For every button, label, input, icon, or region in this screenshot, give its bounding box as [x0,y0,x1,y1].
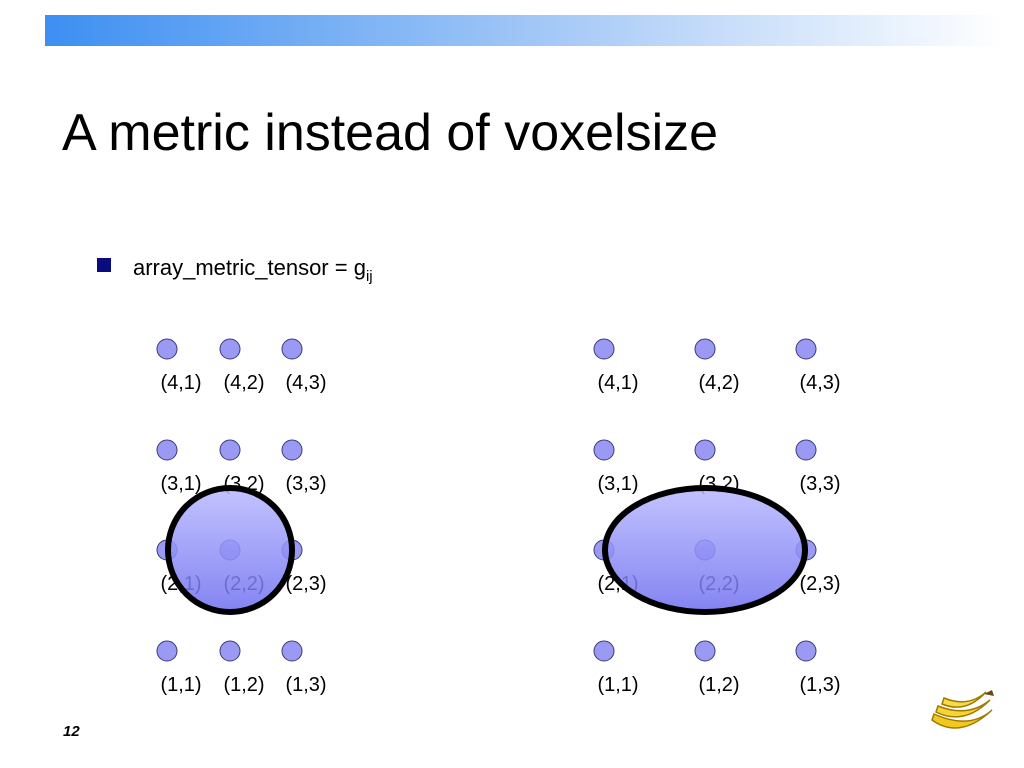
point-label: (1,3) [285,674,326,696]
point-label: (1,1) [597,674,638,696]
header-bar [45,15,1005,46]
grid-point [593,338,615,360]
point-label: (1,1) [160,674,201,696]
grid-point [156,338,178,360]
bullet-subscript: ij [366,268,373,285]
grid-point [795,338,817,360]
slide-title: A metric instead of voxelsize [62,104,718,162]
bullet-main: array_metric_tensor = g [133,255,366,280]
grid-point [156,439,178,461]
point-label: (4,3) [285,372,326,394]
point-label: (3,3) [799,473,840,495]
grid-point [694,338,716,360]
point-label: (2,3) [285,573,326,595]
point-label: (4,1) [597,372,638,394]
point-label: (1,2) [223,674,264,696]
grid-point [795,640,817,662]
grid-point [694,439,716,461]
bullet-text: array_metric_tensor = gij [133,255,373,285]
grid-point [593,439,615,461]
point-label: (2,3) [799,573,840,595]
metric-ellipse [602,485,808,615]
bullet-marker [97,258,111,272]
metric-circle [165,485,295,615]
grid-point [281,338,303,360]
point-label: (4,1) [160,372,201,394]
point-label: (4,2) [698,372,739,394]
point-label: (3,1) [597,473,638,495]
banana-icon [931,690,994,729]
grid-point [219,338,241,360]
grid-point [281,640,303,662]
point-label: (4,2) [223,372,264,394]
grid-point [694,640,716,662]
grid-point [156,640,178,662]
grid-point [281,439,303,461]
point-label: (1,2) [698,674,739,696]
page-number: 12 [63,723,80,740]
point-label: (3,1) [160,473,201,495]
point-label: (3,3) [285,473,326,495]
grid-point [795,439,817,461]
grid-point [219,439,241,461]
grid-point [593,640,615,662]
grid-point [219,640,241,662]
point-label: (4,3) [799,372,840,394]
point-label: (1,3) [799,674,840,696]
